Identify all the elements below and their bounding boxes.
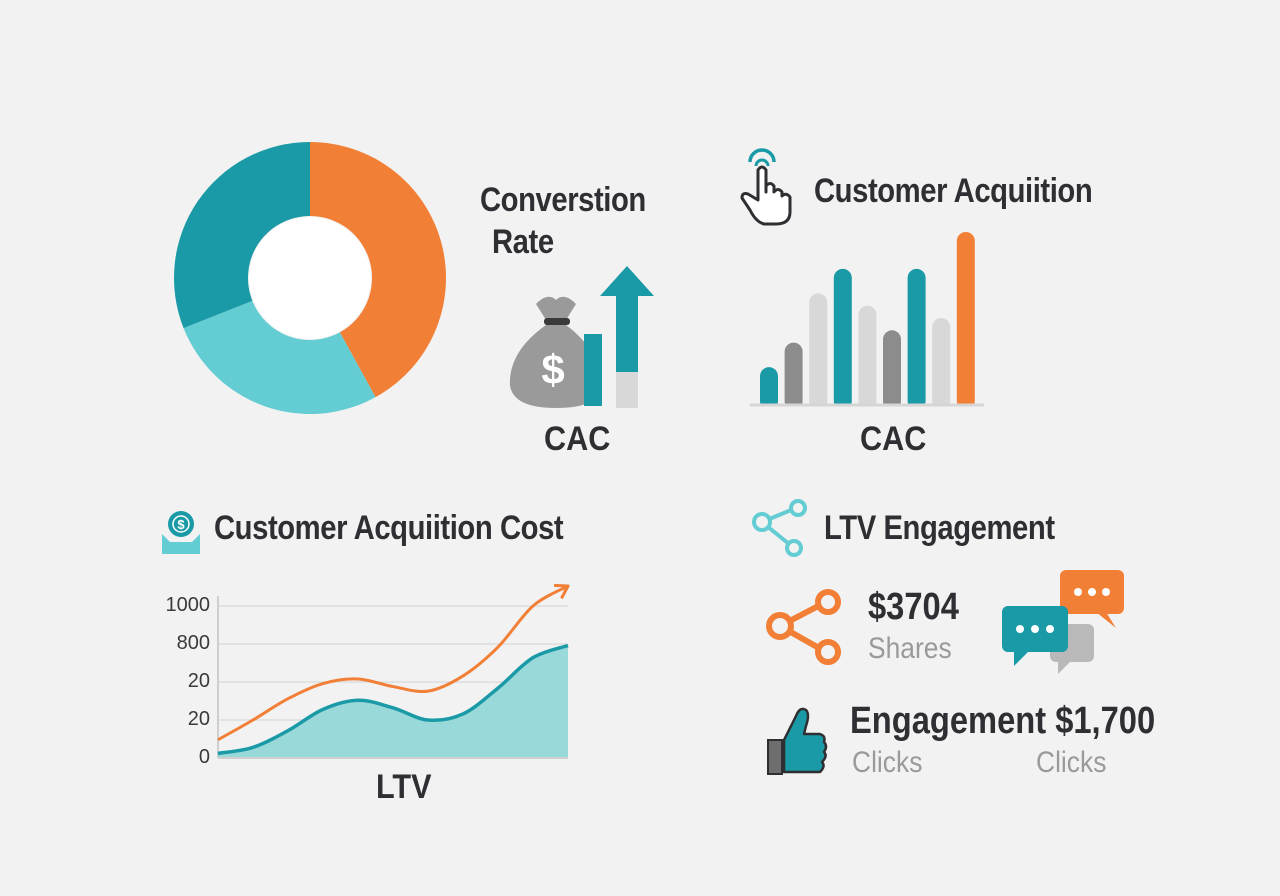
- donut-slice-2: [183, 300, 376, 414]
- y-tick-label: 0: [198, 746, 210, 768]
- share-network-icon: [752, 499, 807, 557]
- bar-6: [883, 330, 901, 410]
- wallet-coin-icon: $: [162, 511, 200, 554]
- y-tick-label: 20: [187, 708, 210, 730]
- chat-bubbles-icon: [1002, 570, 1124, 674]
- bar-3: [809, 293, 828, 410]
- bar-9: [956, 232, 975, 410]
- engagement-value: Engagement $1,700: [850, 700, 1156, 742]
- series-orange-arrowhead: [553, 583, 570, 600]
- svg-text:$: $: [541, 346, 564, 393]
- shares-label: Shares: [868, 632, 952, 665]
- share-icon: [766, 589, 841, 665]
- bar-4: [833, 268, 852, 410]
- customer-acquisition-title: Customer Acquiition: [814, 172, 1093, 210]
- ltv-axis-label: LTV: [376, 768, 432, 806]
- bar-base-mask: [740, 404, 990, 414]
- clicks-label-1: Clicks: [852, 746, 923, 779]
- money-cac-label: CAC: [544, 420, 611, 458]
- series-orange-line: [217, 584, 569, 742]
- donut-chart: [174, 142, 446, 414]
- donut-hole: [249, 217, 371, 339]
- pointing-hand-icon: [740, 148, 792, 226]
- customer-acquisition-cost-line-chart: [217, 583, 570, 759]
- series-teal-line: [217, 643, 569, 756]
- y-tick-label: 1000: [165, 594, 211, 616]
- customer-acquisition-cost-title: Customer Acquiition Cost: [214, 509, 564, 547]
- bar-7: [907, 268, 926, 410]
- acquisition-cac-label: CAC: [860, 420, 927, 458]
- clicks-label-2: Clicks: [1036, 746, 1107, 779]
- bar-2: [784, 342, 803, 410]
- bar-1: [760, 367, 778, 410]
- y-tick-label: 800: [176, 632, 210, 654]
- bar-5: [858, 305, 877, 410]
- series-teal-area: [218, 645, 568, 758]
- money-bag-icon: $: [509, 296, 601, 408]
- bar-8: [932, 318, 951, 410]
- y-tick-label: 20: [187, 670, 210, 692]
- donut-slice-1: [310, 142, 446, 398]
- up-arrow-icon: [584, 266, 654, 408]
- thumbs-up-icon: [767, 707, 828, 775]
- ltv-engagement-title: LTV Engagement: [824, 509, 1055, 547]
- customer-acquisition-bar-chart: [740, 232, 990, 414]
- conversion-rate-title-line1: Converstion: [480, 181, 646, 219]
- shares-value: $3704: [868, 586, 959, 628]
- svg-text:$: $: [177, 517, 185, 532]
- conversion-rate-title-line2: Rate: [492, 223, 554, 261]
- donut-slice-3: [174, 142, 310, 329]
